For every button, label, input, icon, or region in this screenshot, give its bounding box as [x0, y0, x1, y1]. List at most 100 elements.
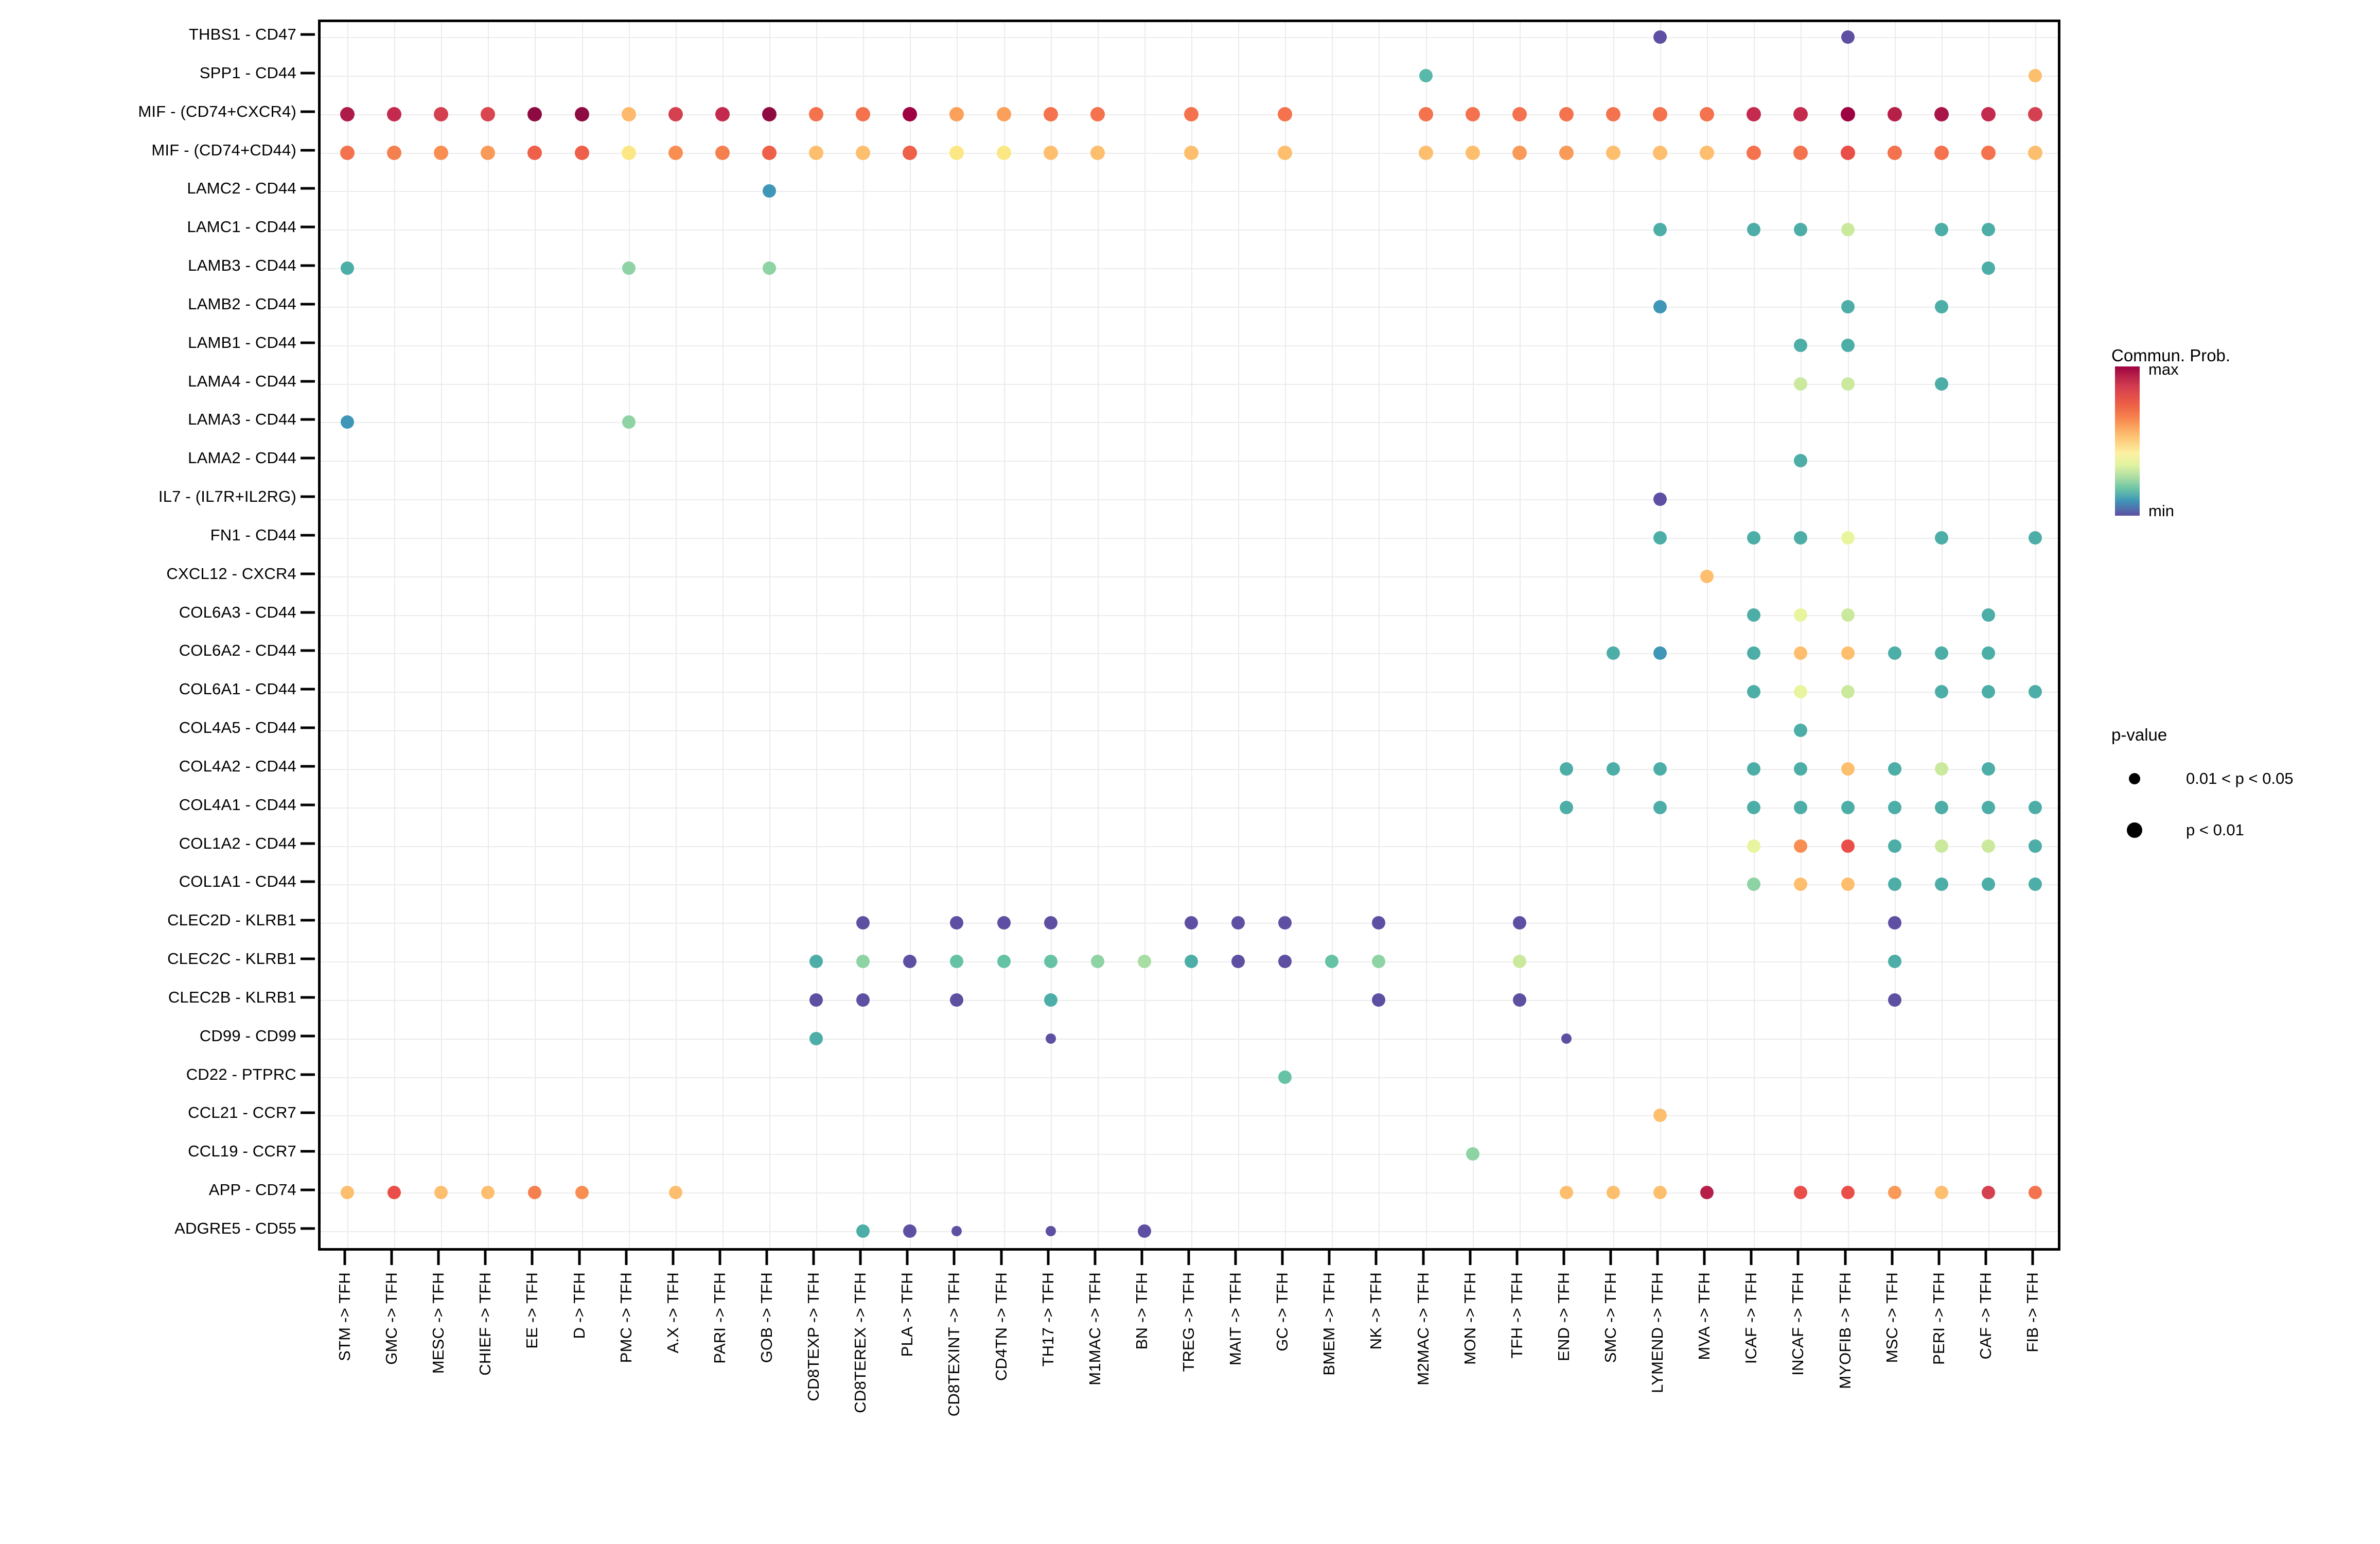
- data-point: [1794, 878, 1808, 891]
- data-point: [1044, 993, 1057, 1007]
- data-point: [1043, 145, 1058, 160]
- data-point: [1794, 724, 1808, 738]
- x-axis-label: TREG -> TFH: [1179, 1272, 1197, 1372]
- y-axis-tick: [301, 572, 315, 575]
- gridline-vertical: [1238, 22, 1240, 1248]
- data-point: [1934, 223, 1948, 237]
- data-point: [2029, 1186, 2042, 1200]
- y-axis-label: CD99 - CD99: [199, 1026, 296, 1045]
- data-point: [1700, 107, 1715, 121]
- data-point: [1934, 800, 1948, 814]
- data-point: [575, 1186, 589, 1200]
- data-point: [1607, 646, 1620, 660]
- data-point: [1418, 145, 1433, 160]
- data-point: [1418, 107, 1433, 121]
- gridline-horizontal: [321, 999, 2058, 1001]
- gridline-vertical: [1379, 22, 1380, 1248]
- data-point: [1653, 1186, 1667, 1200]
- data-point: [1045, 1226, 1056, 1236]
- y-axis-label: MIF - (CD74+CD44): [151, 141, 296, 159]
- data-point: [1512, 145, 1527, 160]
- gridline-horizontal: [321, 615, 2058, 616]
- y-axis-tick: [301, 842, 315, 845]
- x-axis-label: CD4TN -> TFH: [992, 1272, 1010, 1381]
- pvalue-label-small: 0.01 < p < 0.05: [2186, 769, 2294, 787]
- data-point: [1888, 916, 1901, 930]
- data-point: [2029, 531, 2042, 545]
- gridline-vertical: [581, 22, 583, 1248]
- data-point: [809, 145, 824, 160]
- data-point: [1887, 145, 1902, 160]
- data-point: [1934, 878, 1948, 891]
- data-point: [341, 415, 354, 429]
- y-axis-label: CCL19 - CCR7: [188, 1142, 296, 1161]
- gridline-vertical: [1519, 22, 1521, 1248]
- y-axis-tick: [301, 1188, 315, 1191]
- data-point: [1747, 839, 1761, 853]
- data-point: [1559, 762, 1573, 776]
- x-axis-tick: [437, 1251, 440, 1265]
- x-axis-label: CD8TEXP -> TFH: [804, 1272, 823, 1401]
- y-axis-label: COL4A1 - CD44: [179, 795, 296, 814]
- data-point: [387, 107, 402, 121]
- data-point: [1794, 1186, 1808, 1200]
- x-axis-tick: [390, 1251, 393, 1265]
- data-point: [1184, 145, 1198, 160]
- data-point: [903, 1224, 917, 1238]
- x-axis-label: CHIEF -> TFH: [476, 1272, 495, 1376]
- data-point: [1325, 955, 1339, 969]
- data-point: [1888, 878, 1901, 891]
- data-point: [997, 955, 1011, 969]
- data-point: [1841, 531, 1855, 545]
- data-point: [1185, 916, 1198, 930]
- data-point: [1653, 762, 1667, 776]
- x-axis-label: MYOFIB -> TFH: [1836, 1272, 1854, 1389]
- data-point: [2028, 107, 2042, 121]
- data-point: [1559, 145, 1574, 160]
- data-point: [1278, 916, 1292, 930]
- data-point: [715, 145, 730, 160]
- data-point: [1512, 916, 1526, 930]
- gridline-horizontal: [321, 537, 2058, 539]
- data-point: [1044, 955, 1057, 969]
- x-axis-label: A.X -> TFH: [663, 1272, 682, 1354]
- gridline-vertical: [675, 22, 677, 1248]
- data-point: [1090, 145, 1105, 160]
- data-point: [1793, 145, 1808, 160]
- x-axis-label: TH17 -> TFH: [1038, 1272, 1057, 1367]
- gridline-vertical: [1144, 22, 1145, 1248]
- data-point: [856, 993, 870, 1007]
- data-point: [668, 107, 683, 121]
- x-axis-tick: [1750, 1251, 1753, 1265]
- data-point: [1466, 1147, 1479, 1161]
- data-point: [1747, 145, 1761, 160]
- data-point: [481, 145, 496, 160]
- data-point: [1043, 107, 1058, 121]
- data-point: [1888, 646, 1901, 660]
- data-point: [1981, 646, 1995, 660]
- data-point: [950, 955, 964, 969]
- x-axis-label: PLA -> TFH: [898, 1272, 916, 1357]
- y-axis-tick: [301, 33, 315, 36]
- data-point: [1653, 145, 1668, 160]
- data-point: [1981, 762, 1995, 776]
- gridline-horizontal: [321, 884, 2058, 886]
- data-point: [1841, 300, 1855, 313]
- data-point: [434, 107, 449, 121]
- data-point: [1794, 531, 1808, 545]
- data-point: [1372, 993, 1386, 1007]
- data-point: [1747, 878, 1761, 891]
- gridline-vertical: [628, 22, 630, 1248]
- data-point: [527, 107, 542, 121]
- x-axis-tick: [1234, 1251, 1237, 1265]
- data-point: [1278, 145, 1293, 160]
- data-point: [1278, 955, 1292, 969]
- y-axis-tick: [301, 1111, 315, 1114]
- x-axis: STM -> TFH GMC -> TFH MESC -> TFH CHIEF -> …: [318, 1251, 2060, 1539]
- data-point: [574, 145, 589, 160]
- x-axis-tick: [1422, 1251, 1425, 1265]
- data-point: [1934, 107, 1949, 121]
- y-axis-tick: [301, 880, 315, 883]
- gridline-horizontal: [321, 461, 2058, 462]
- gridline-horizontal: [321, 846, 2058, 847]
